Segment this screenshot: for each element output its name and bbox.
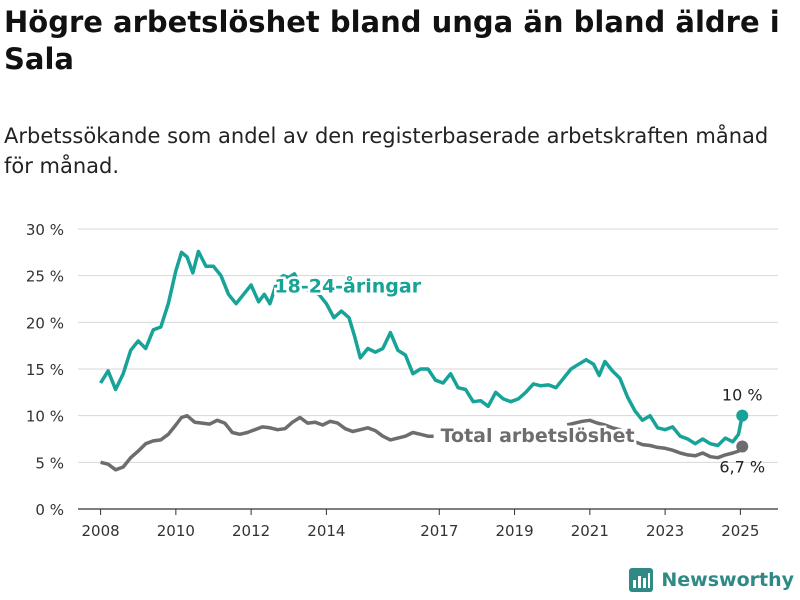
brand-name: Newsworthy [661, 569, 794, 591]
y-tick-label: 10 % [26, 408, 64, 426]
youth-end-label: 10 % [722, 386, 763, 405]
chart-title: Högre arbetslöshet bland unga än bland ä… [4, 5, 780, 76]
y-tick-label: 25 % [26, 268, 64, 286]
x-tick-label: 2008 [81, 522, 119, 540]
y-tick-label: 15 % [26, 361, 64, 379]
youth-end-point [736, 409, 749, 422]
y-tick-label: 30 % [26, 221, 64, 239]
chart-subtitle: Arbetssökande som andel av den registerb… [4, 124, 769, 178]
x-tick-label: 2012 [232, 522, 270, 540]
x-tick-label: 2019 [495, 522, 533, 540]
newsworthy-logo-icon [629, 568, 654, 592]
youth-series-line [99, 249, 744, 448]
total-series-label: Total arbetslöshet [441, 425, 635, 447]
x-tick-label: 2014 [307, 522, 345, 540]
total-end-point [736, 440, 749, 453]
x-tick-label: 2023 [646, 522, 684, 540]
x-tick-label: 2025 [721, 522, 759, 540]
total-end-label: 6,7 % [719, 457, 765, 476]
y-tick-label: 20 % [26, 314, 64, 332]
total-series-line [100, 413, 434, 472]
x-tick-label: 2010 [157, 522, 195, 540]
y-tick-label: 5 % [35, 454, 64, 472]
youth-series-label: 18-24-åringar [274, 273, 421, 297]
brand[interactable]: Newsworthy [629, 568, 794, 592]
total-series-line [566, 418, 744, 460]
x-tick-label: 2017 [420, 522, 458, 540]
x-tick-label: 2021 [571, 522, 609, 540]
y-tick-label: 0 % [35, 501, 64, 519]
